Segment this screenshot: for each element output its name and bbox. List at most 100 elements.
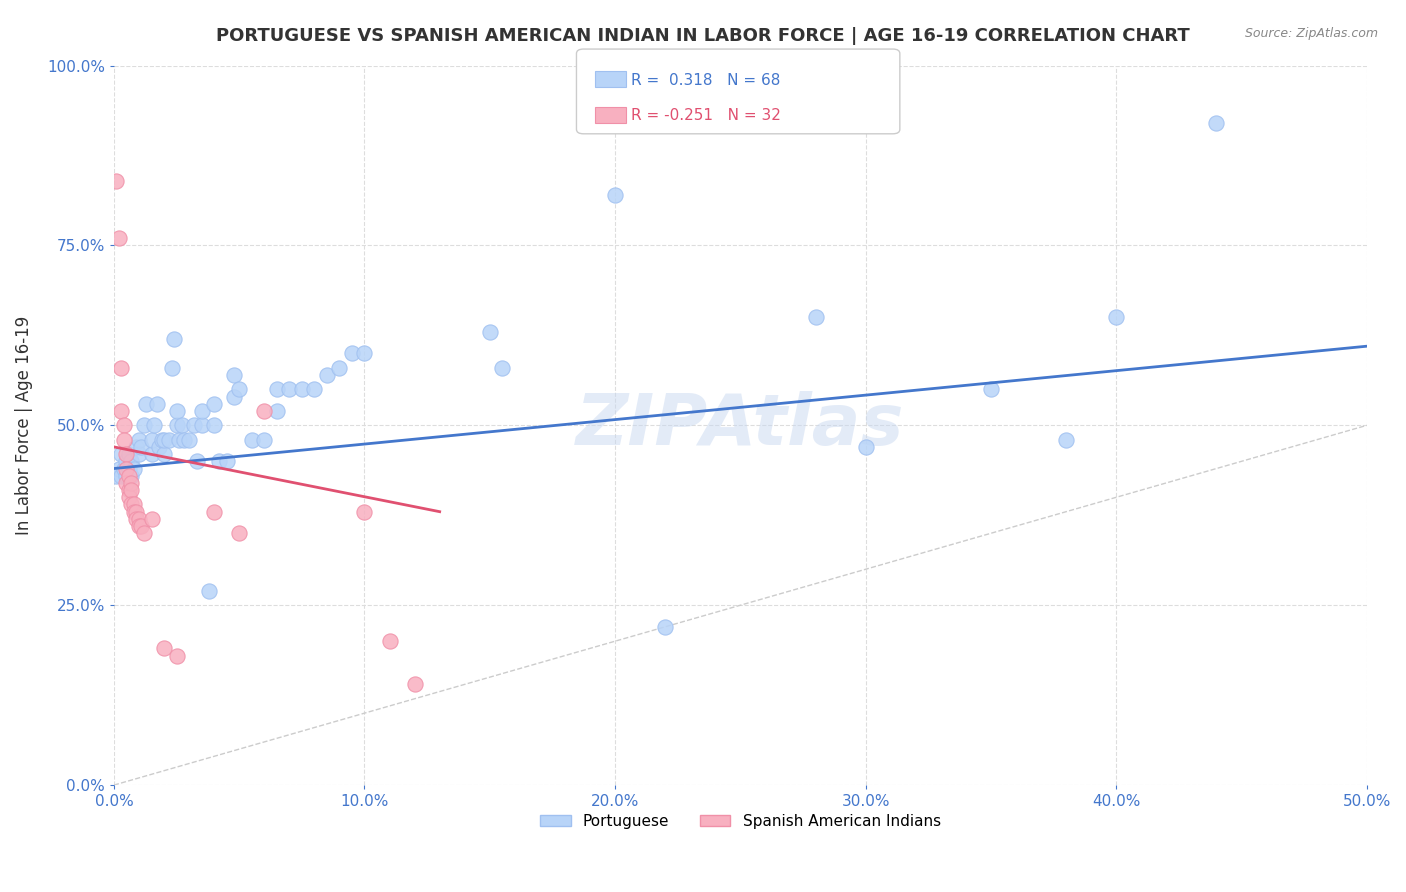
Point bbox=[110, 404, 132, 418]
Point bbox=[166, 404, 188, 418]
Point bbox=[167, 433, 190, 447]
Point bbox=[202, 505, 225, 519]
Point bbox=[108, 461, 131, 475]
Point bbox=[128, 447, 150, 461]
Point bbox=[115, 475, 138, 490]
Point bbox=[378, 634, 401, 648]
Point bbox=[253, 433, 276, 447]
Point bbox=[266, 404, 288, 418]
Point bbox=[1054, 433, 1077, 447]
Point bbox=[122, 461, 145, 475]
Point bbox=[190, 404, 212, 418]
Point bbox=[125, 440, 148, 454]
Point bbox=[404, 677, 426, 691]
Point bbox=[153, 433, 176, 447]
Point bbox=[340, 346, 363, 360]
Point bbox=[118, 491, 141, 505]
Point bbox=[291, 383, 314, 397]
Point bbox=[110, 360, 132, 375]
Text: ZIPAtlas: ZIPAtlas bbox=[576, 391, 904, 460]
Point bbox=[110, 447, 132, 461]
Point bbox=[122, 505, 145, 519]
Point bbox=[166, 418, 188, 433]
Point bbox=[224, 390, 246, 404]
Point bbox=[202, 397, 225, 411]
Point bbox=[328, 360, 350, 375]
Point bbox=[166, 648, 188, 663]
Point bbox=[120, 454, 142, 468]
Point bbox=[105, 468, 128, 483]
Point bbox=[980, 383, 1002, 397]
Point bbox=[478, 325, 501, 339]
Point bbox=[163, 332, 186, 346]
Legend: Portuguese, Spanish American Indians: Portuguese, Spanish American Indians bbox=[534, 808, 946, 835]
Point bbox=[118, 483, 141, 497]
Point bbox=[120, 498, 142, 512]
Point bbox=[153, 447, 176, 461]
Point bbox=[112, 433, 135, 447]
Point bbox=[141, 433, 163, 447]
Point bbox=[208, 454, 231, 468]
Point bbox=[160, 360, 183, 375]
Point bbox=[157, 433, 180, 447]
Point bbox=[132, 526, 155, 541]
Point bbox=[173, 433, 195, 447]
Text: R = -0.251   N = 32: R = -0.251 N = 32 bbox=[631, 108, 782, 123]
Point bbox=[228, 383, 250, 397]
Point bbox=[170, 418, 193, 433]
Point bbox=[118, 461, 141, 475]
Point bbox=[150, 433, 173, 447]
Point bbox=[654, 620, 676, 634]
Point bbox=[316, 368, 339, 382]
Point bbox=[353, 505, 375, 519]
Point bbox=[190, 418, 212, 433]
Point bbox=[128, 433, 150, 447]
Point bbox=[148, 440, 170, 454]
Point bbox=[125, 505, 148, 519]
Point bbox=[804, 310, 827, 325]
Point bbox=[177, 433, 200, 447]
Point bbox=[253, 404, 276, 418]
Point bbox=[115, 461, 138, 475]
Point bbox=[186, 454, 208, 468]
Point bbox=[131, 440, 153, 454]
Point bbox=[278, 383, 301, 397]
Text: Source: ZipAtlas.com: Source: ZipAtlas.com bbox=[1244, 27, 1378, 40]
Point bbox=[202, 418, 225, 433]
Point bbox=[112, 418, 135, 433]
Point bbox=[110, 468, 132, 483]
Point bbox=[118, 468, 141, 483]
Point bbox=[115, 447, 138, 461]
Text: R =  0.318   N = 68: R = 0.318 N = 68 bbox=[631, 72, 780, 87]
Point bbox=[224, 368, 246, 382]
Point bbox=[120, 468, 142, 483]
Point bbox=[122, 498, 145, 512]
Point bbox=[128, 519, 150, 533]
Point bbox=[228, 526, 250, 541]
Point bbox=[240, 433, 263, 447]
Text: PORTUGUESE VS SPANISH AMERICAN INDIAN IN LABOR FORCE | AGE 16-19 CORRELATION CHA: PORTUGUESE VS SPANISH AMERICAN INDIAN IN… bbox=[217, 27, 1189, 45]
Point bbox=[125, 512, 148, 526]
Point bbox=[304, 383, 326, 397]
Point bbox=[855, 440, 877, 454]
Point bbox=[128, 512, 150, 526]
Point bbox=[141, 447, 163, 461]
Point bbox=[183, 418, 205, 433]
Point bbox=[143, 418, 166, 433]
Point bbox=[108, 231, 131, 245]
Point bbox=[1205, 116, 1227, 130]
Point bbox=[131, 519, 153, 533]
Point bbox=[141, 512, 163, 526]
Point bbox=[135, 397, 157, 411]
Point bbox=[491, 360, 513, 375]
Point bbox=[120, 475, 142, 490]
Point bbox=[198, 583, 221, 598]
Point bbox=[153, 641, 176, 656]
Point bbox=[266, 383, 288, 397]
Point bbox=[145, 397, 167, 411]
Point bbox=[115, 454, 138, 468]
Point bbox=[118, 447, 141, 461]
Point bbox=[215, 454, 238, 468]
Point bbox=[112, 461, 135, 475]
Point bbox=[132, 418, 155, 433]
